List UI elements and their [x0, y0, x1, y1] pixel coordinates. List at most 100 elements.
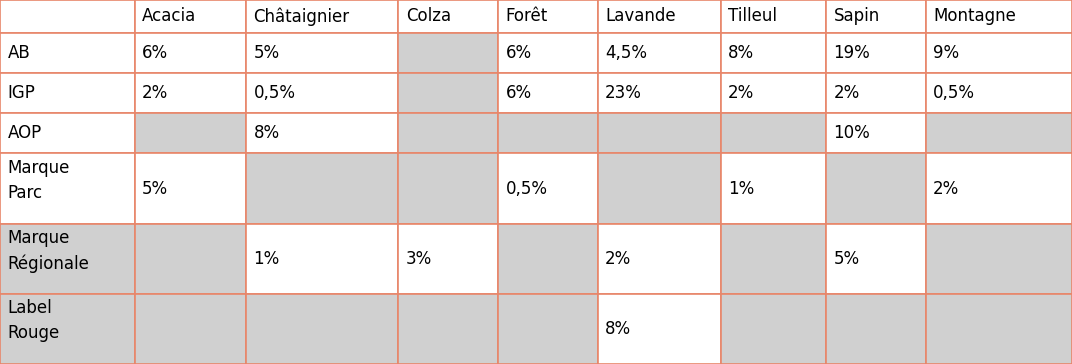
Bar [399, 113, 497, 154]
Bar [399, 154, 497, 223]
Bar [825, 154, 925, 223]
Bar [825, 223, 925, 294]
Bar [135, 113, 247, 154]
Bar [720, 33, 825, 73]
Text: 2%: 2% [728, 84, 755, 102]
Text: Acacia: Acacia [143, 7, 196, 25]
Text: 5%: 5% [143, 179, 168, 198]
Bar [597, 73, 720, 113]
Text: 6%: 6% [505, 44, 532, 62]
Bar [925, 73, 1072, 113]
Bar [925, 33, 1072, 73]
Bar [497, 0, 597, 33]
Bar [497, 223, 597, 294]
Bar [597, 154, 720, 223]
Text: 0,5%: 0,5% [254, 84, 296, 102]
Bar [247, 0, 399, 33]
Bar [925, 223, 1072, 294]
Bar [597, 113, 720, 154]
Bar [399, 73, 497, 113]
Bar [135, 73, 247, 113]
Bar [720, 154, 825, 223]
Bar [925, 154, 1072, 223]
Text: 6%: 6% [143, 44, 168, 62]
Bar [720, 0, 825, 33]
Text: AB: AB [8, 44, 30, 62]
Text: 2%: 2% [605, 250, 631, 268]
Text: Montagne: Montagne [933, 7, 1016, 25]
Text: 8%: 8% [605, 320, 631, 338]
Text: 5%: 5% [833, 250, 860, 268]
Text: 23%: 23% [605, 84, 642, 102]
Text: IGP: IGP [8, 84, 35, 102]
Text: 6%: 6% [505, 84, 532, 102]
Text: Châtaignier: Châtaignier [254, 7, 349, 25]
Bar [497, 294, 597, 364]
Bar [925, 0, 1072, 33]
Bar [497, 33, 597, 73]
Text: Tilleul: Tilleul [728, 7, 777, 25]
Bar [597, 294, 720, 364]
Text: Label
Rouge: Label Rouge [8, 299, 60, 342]
Text: 2%: 2% [143, 84, 168, 102]
Text: 3%: 3% [406, 250, 432, 268]
Bar [597, 0, 720, 33]
Text: 4,5%: 4,5% [605, 44, 647, 62]
Bar [0, 0, 135, 33]
Text: 10%: 10% [833, 124, 870, 142]
Bar [135, 33, 247, 73]
Bar [720, 223, 825, 294]
Bar [135, 294, 247, 364]
Text: Marque
Parc: Marque Parc [8, 159, 70, 202]
Bar [399, 294, 497, 364]
Bar [247, 33, 399, 73]
Text: 2%: 2% [933, 179, 959, 198]
Bar [597, 33, 720, 73]
Bar [597, 223, 720, 294]
Text: Colza: Colza [406, 7, 451, 25]
Bar [825, 294, 925, 364]
Bar [0, 113, 135, 154]
Bar [399, 33, 497, 73]
Bar [825, 73, 925, 113]
Text: 0,5%: 0,5% [933, 84, 976, 102]
Bar [247, 294, 399, 364]
Bar [497, 154, 597, 223]
Bar [0, 223, 135, 294]
Bar [825, 0, 925, 33]
Bar [720, 294, 825, 364]
Bar [925, 294, 1072, 364]
Text: 5%: 5% [254, 44, 280, 62]
Text: 8%: 8% [254, 124, 280, 142]
Text: 8%: 8% [728, 44, 755, 62]
Text: 2%: 2% [833, 84, 860, 102]
Bar [135, 223, 247, 294]
Bar [247, 223, 399, 294]
Text: 1%: 1% [254, 250, 280, 268]
Text: Sapin: Sapin [833, 7, 880, 25]
Bar [825, 33, 925, 73]
Bar [0, 294, 135, 364]
Bar [0, 73, 135, 113]
Bar [135, 154, 247, 223]
Bar [497, 73, 597, 113]
Text: 9%: 9% [933, 44, 959, 62]
Bar [399, 0, 497, 33]
Bar [0, 154, 135, 223]
Bar [825, 113, 925, 154]
Text: Lavande: Lavande [605, 7, 675, 25]
Text: Forêt: Forêt [505, 7, 548, 25]
Bar [247, 113, 399, 154]
Bar [0, 33, 135, 73]
Text: 19%: 19% [833, 44, 870, 62]
Text: 1%: 1% [728, 179, 755, 198]
Bar [135, 0, 247, 33]
Text: Marque
Régionale: Marque Régionale [8, 229, 89, 273]
Bar [399, 223, 497, 294]
Bar [720, 73, 825, 113]
Bar [925, 113, 1072, 154]
Bar [247, 154, 399, 223]
Text: 0,5%: 0,5% [505, 179, 548, 198]
Bar [720, 113, 825, 154]
Bar [247, 73, 399, 113]
